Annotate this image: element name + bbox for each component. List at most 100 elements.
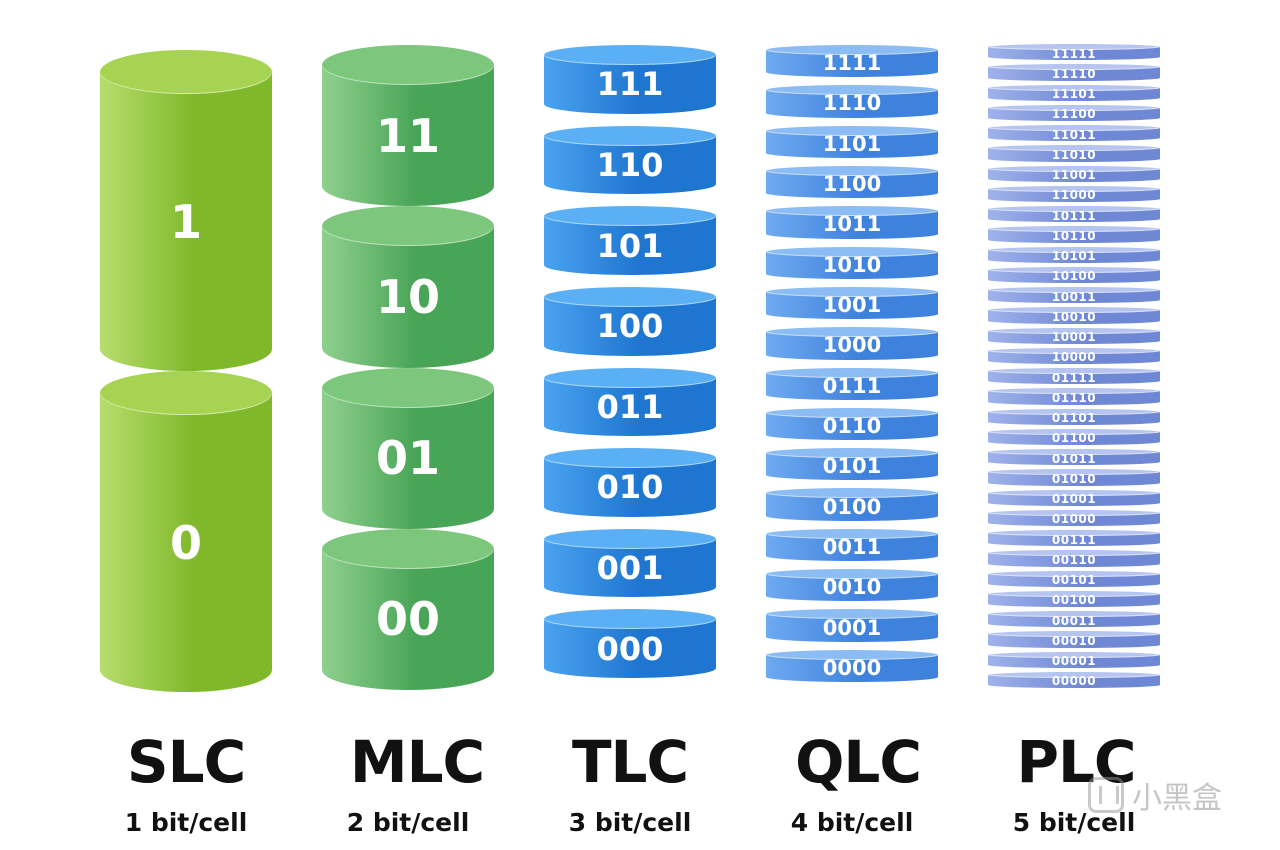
cell-top	[988, 489, 1160, 496]
cell-body	[988, 188, 1160, 199]
cell-bottom	[322, 650, 494, 690]
label-tlc: TLC	[571, 728, 689, 796]
cell-plc-01111: 01111	[988, 368, 1160, 385]
cell-mlc-01: 01	[322, 367, 494, 529]
cell-top	[766, 448, 938, 459]
cell-label: 101	[596, 226, 664, 265]
cell-bottom	[766, 268, 938, 279]
cell-label: 01010	[1051, 471, 1097, 486]
cell-top	[544, 45, 716, 65]
cell-body	[766, 493, 938, 516]
watermark: 小黑盒	[1088, 770, 1258, 820]
cell-body	[322, 226, 494, 348]
cell-bottom	[988, 540, 1160, 547]
cell-top	[988, 226, 1160, 233]
cell-top	[988, 671, 1160, 678]
cell-top	[988, 266, 1160, 273]
cell-body	[766, 50, 938, 73]
cell-bottom	[988, 439, 1160, 445]
cell-top	[988, 287, 1160, 293]
cell-body	[988, 249, 1160, 260]
cell-label: 10011	[1051, 289, 1097, 304]
cell-bottom	[988, 641, 1160, 648]
cell-label: 00001	[1051, 654, 1097, 669]
cell-plc-10110: 10110	[988, 226, 1160, 243]
cell-bottom	[988, 196, 1160, 202]
cell-bottom	[988, 459, 1160, 466]
cell-top	[322, 206, 494, 247]
cell-label: 1110	[822, 91, 882, 116]
cell-plc-00000: 00000	[988, 671, 1160, 688]
cell-plc-11010: 11010	[988, 145, 1160, 162]
cell-label: 0101	[822, 454, 882, 479]
cell-label: 11101	[1051, 87, 1097, 102]
cell-bottom	[544, 174, 716, 195]
cell-bottom	[988, 236, 1160, 243]
cell-body	[988, 573, 1160, 584]
cell-qlc-0111: 0111	[766, 367, 938, 400]
cell-body	[988, 371, 1160, 382]
cell-bottom	[100, 327, 272, 371]
cell-bottom	[988, 682, 1160, 688]
cell-plc-10001: 10001	[988, 327, 1160, 344]
cell-body	[766, 533, 938, 557]
cell-body	[766, 291, 938, 315]
cell-label: 01001	[1051, 492, 1097, 507]
cell-qlc-1111: 1111	[766, 45, 938, 78]
cell-bottom	[988, 277, 1160, 283]
cell-body	[988, 431, 1160, 442]
cell-bottom	[544, 93, 716, 114]
cell-bottom	[766, 389, 938, 400]
cell-label: 0110	[822, 413, 882, 438]
cell-body	[766, 453, 938, 476]
cell-body	[766, 170, 938, 194]
cell-qlc-0001: 0001	[766, 609, 938, 642]
column-qlc: 1111 1110 1101 1100 1011 1010 1001 1000 0111 0110…	[766, 0, 938, 850]
cell-bottom	[988, 601, 1160, 607]
cell-bottom	[766, 631, 938, 642]
cell-bottom	[544, 577, 716, 598]
cell-bottom	[766, 309, 938, 320]
cell-body	[766, 412, 938, 436]
cell-label: 00	[375, 592, 440, 647]
cell-plc-11111: 11111	[988, 44, 1160, 61]
cell-label: 0010	[822, 575, 882, 600]
cell-tlc-010: 010	[544, 448, 716, 517]
cell-qlc-0000: 0000	[766, 649, 938, 682]
cell-bottom	[766, 430, 938, 441]
cell-mlc-11: 11	[322, 45, 494, 207]
cell-plc-10011: 10011	[988, 287, 1160, 304]
cell-top	[544, 125, 716, 146]
cell-bottom	[766, 591, 938, 602]
cell-top	[988, 570, 1160, 577]
cell-plc-11001: 11001	[988, 165, 1160, 182]
cell-top	[766, 206, 938, 217]
cell-label: 1	[169, 194, 202, 249]
cell-plc-01001: 01001	[988, 489, 1160, 507]
cell-label: 0011	[822, 534, 882, 559]
cell-bottom	[988, 54, 1160, 61]
cell-top	[988, 530, 1160, 536]
cell-tlc-000: 000	[544, 609, 716, 678]
cell-bottom	[988, 520, 1160, 526]
column-mlc: 11 10 01 00	[322, 0, 494, 850]
cell-body	[988, 411, 1160, 422]
cell-bottom	[766, 107, 938, 118]
cell-qlc-0010: 0010	[766, 569, 938, 602]
cell-mlc-10: 10	[322, 206, 494, 368]
cell-top	[988, 651, 1160, 658]
cell-label: 111	[596, 65, 664, 104]
cell-bottom	[544, 496, 716, 517]
cell-body	[988, 533, 1160, 544]
cell-bottom	[988, 337, 1160, 344]
cell-top	[988, 145, 1160, 152]
cell-bottom	[766, 67, 938, 78]
cell-top	[988, 368, 1160, 374]
cell-plc-10010: 10010	[988, 307, 1160, 324]
cell-label: 0001	[822, 615, 882, 640]
cell-top	[988, 125, 1160, 131]
cell-top	[766, 609, 938, 620]
cell-label: 11111	[1051, 46, 1097, 61]
cell-bottom	[988, 398, 1160, 405]
